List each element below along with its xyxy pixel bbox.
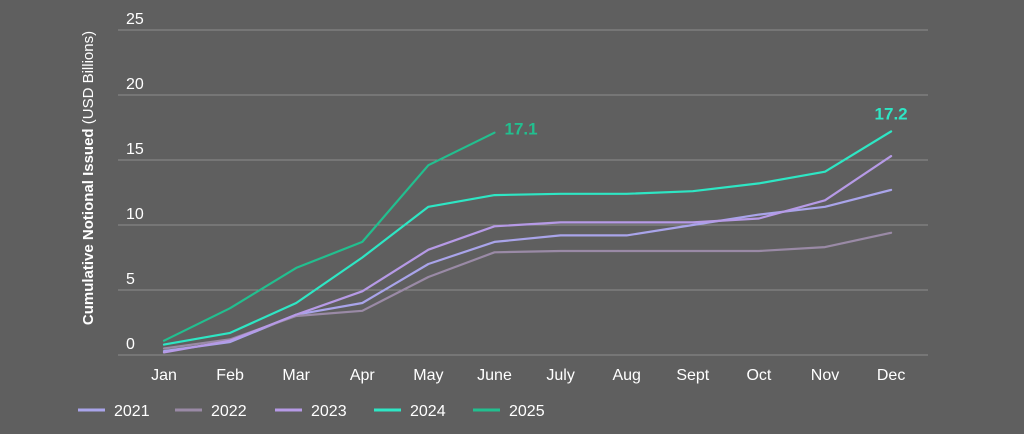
end-labels: 17.2 17.1 xyxy=(505,104,908,138)
x-tick-label: July xyxy=(546,367,574,384)
series-line-2021 xyxy=(162,188,893,353)
x-tick-label: May xyxy=(413,367,443,384)
legend-label-2021: 2021 xyxy=(114,403,150,420)
x-tick-label: Mar xyxy=(282,367,310,384)
y-tick-label: 10 xyxy=(126,206,144,223)
x-tick-label: Oct xyxy=(746,367,771,384)
y-axis-label-unit: (USD Billions) xyxy=(80,31,97,129)
x-tick-label: Jan xyxy=(151,367,177,384)
series-line-2022 xyxy=(162,231,893,350)
y-axis-label-bold: Cumulative Notional Issued xyxy=(80,128,97,325)
x-tick-label: Dec xyxy=(877,367,905,384)
end-label-2025: 17.1 xyxy=(505,120,538,139)
x-tick-label: Aug xyxy=(612,367,640,384)
legend: 2021 2022 2023 2024 2025 xyxy=(78,403,545,420)
gridlines xyxy=(118,29,928,356)
y-tick-label: 20 xyxy=(126,76,144,93)
legend-label-2023: 2023 xyxy=(311,403,347,420)
series-lines xyxy=(162,130,893,354)
series-line-2023 xyxy=(162,155,893,354)
legend-label-2022: 2022 xyxy=(211,403,247,420)
y-axis-label: Cumulative Notional Issued (USD Billions… xyxy=(80,31,97,325)
x-tick-label: Nov xyxy=(811,367,839,384)
x-tick-label: Sept xyxy=(676,367,709,384)
legend-label-2025: 2025 xyxy=(509,403,545,420)
series-line-2025 xyxy=(162,131,496,342)
legend-label-2024: 2024 xyxy=(410,403,446,420)
y-tick-labels: 0 5 10 15 20 25 xyxy=(126,11,144,353)
y-tick-label: 0 xyxy=(126,336,135,353)
y-tick-label: 15 xyxy=(126,141,144,158)
x-tick-label: Apr xyxy=(350,367,376,384)
x-tick-label: June xyxy=(477,367,512,384)
x-tick-label: Feb xyxy=(216,367,244,384)
x-tick-labels: Jan Feb Mar Apr May June July Aug Sept Oct Nov Dec xyxy=(151,367,905,384)
y-tick-label: 25 xyxy=(126,11,144,28)
end-label-2024: 17.2 xyxy=(875,104,908,123)
series-line-2024 xyxy=(162,130,893,346)
y-tick-label: 5 xyxy=(126,271,135,288)
